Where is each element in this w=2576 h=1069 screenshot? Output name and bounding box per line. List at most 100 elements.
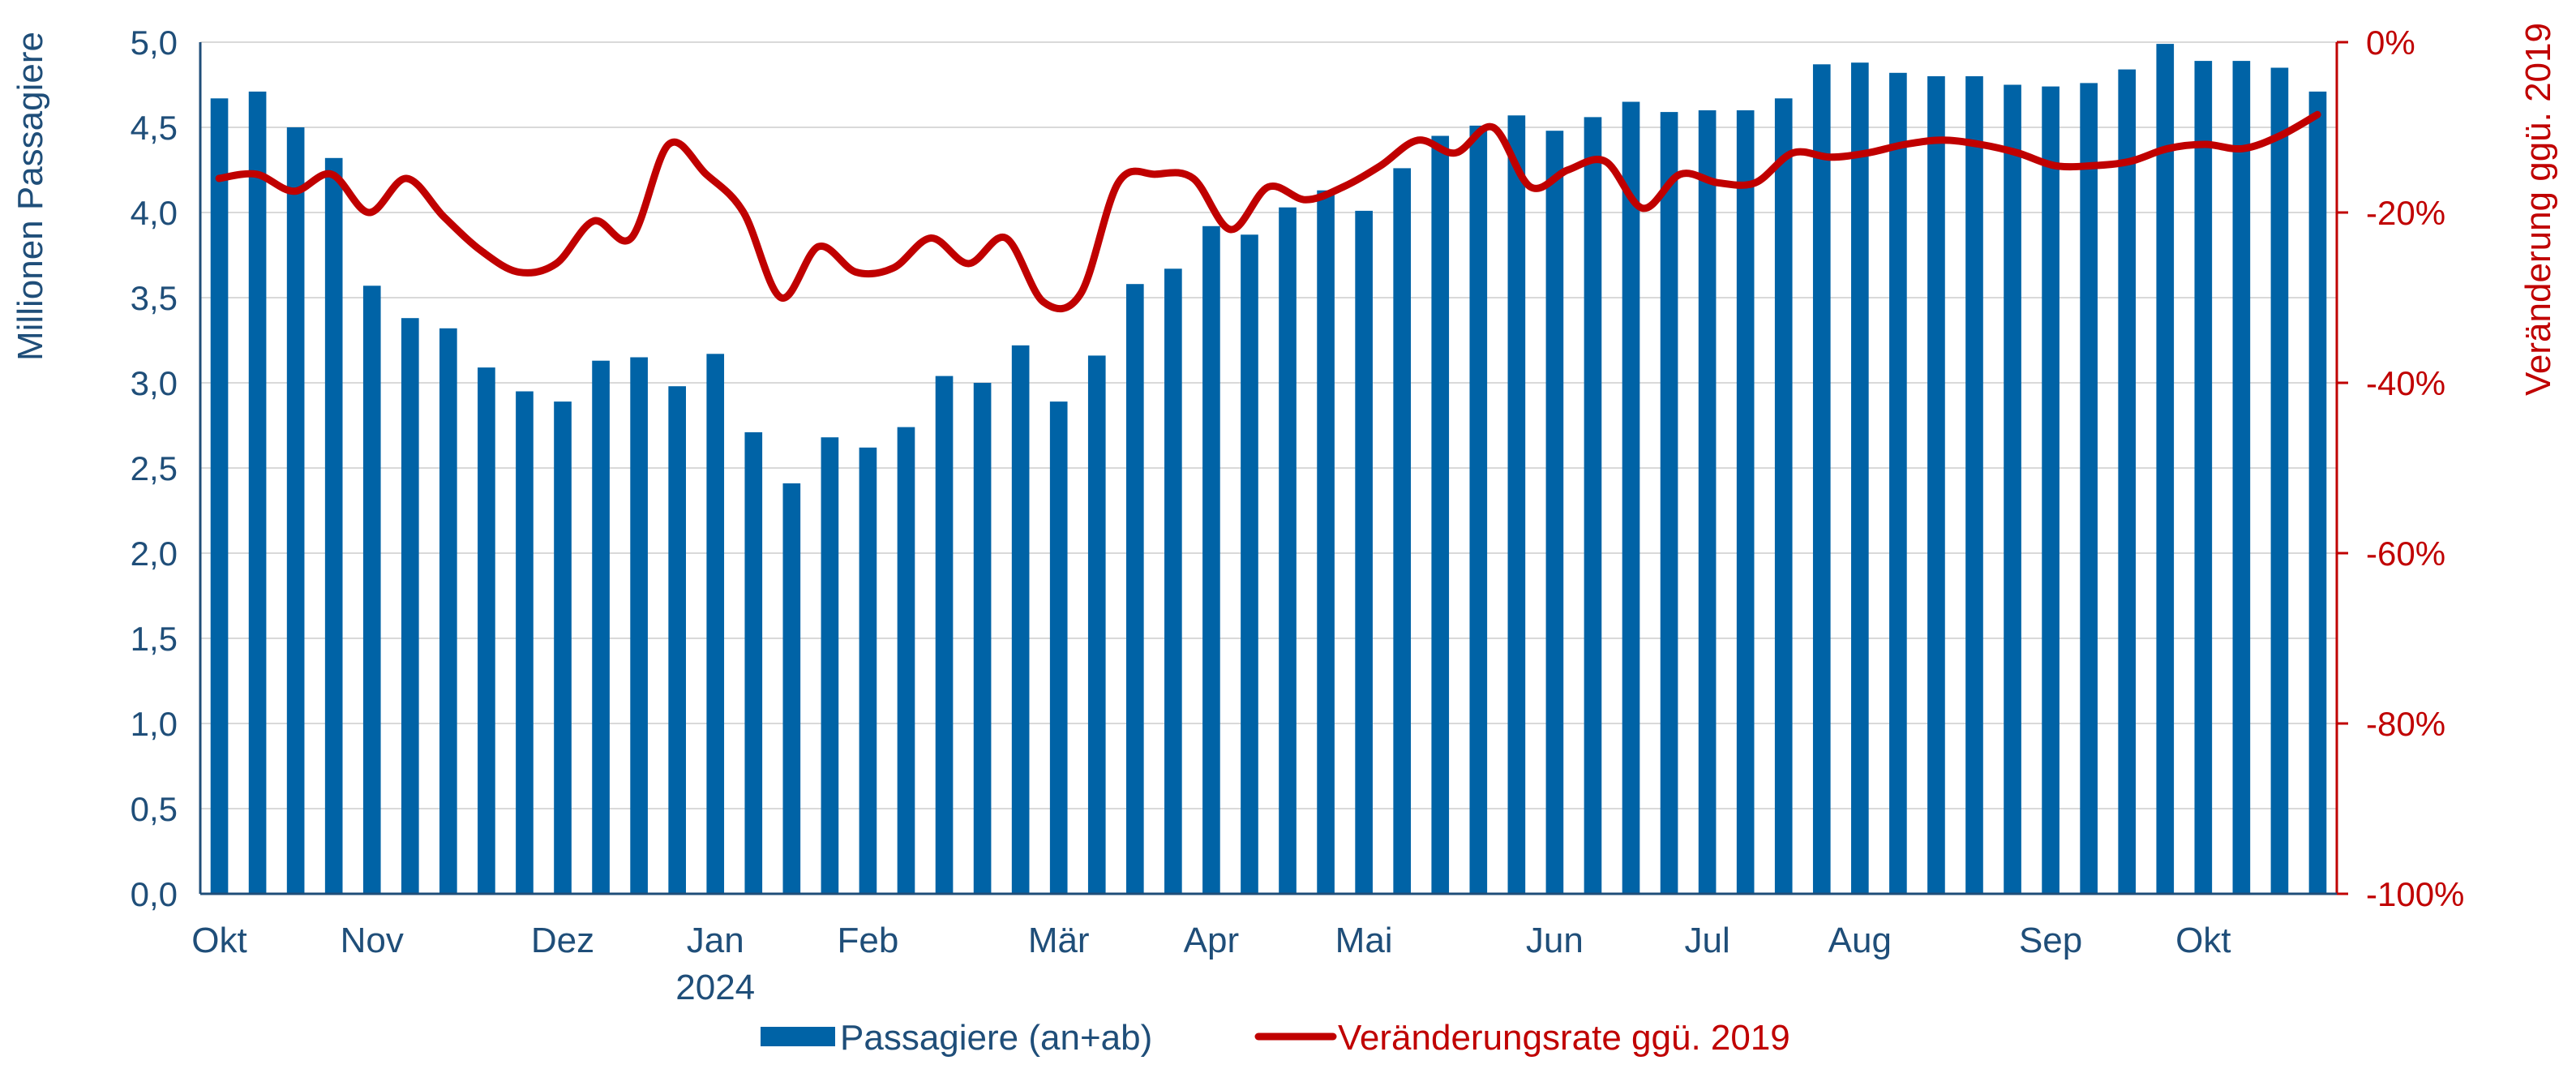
bar [1545,131,1564,894]
x-tick-label: Apr [1184,921,1239,960]
bar [210,98,229,895]
bar [286,127,305,894]
bar [1279,207,1297,894]
legend-label-bars: Passagiere (an+ab) [840,1018,1152,1058]
bar [973,383,992,894]
x-axis-labels: Okt Nov Dez Jan 2024 Feb Mär Apr Mai Jun Jul Aug Sep… [191,921,2231,1007]
bar [2308,91,2327,894]
bar [1125,284,1144,894]
x-tick-label: Dez [531,921,594,960]
left-tick-label: 1,5 [131,620,178,658]
x-tick-label: Jan [687,921,744,960]
x-tick-label: Feb [838,921,899,960]
left-tick-label: 0,5 [131,790,178,828]
x-tick-label: Mai [1335,921,1393,960]
right-tick-label: -60% [2366,534,2445,573]
bar [1774,98,1793,895]
bar [1317,190,1335,894]
bar [516,391,534,894]
bar [592,360,610,894]
x-tick-label: Sep [2019,921,2082,960]
bar [324,157,343,895]
bar [1164,268,1182,894]
bar [935,376,954,895]
bar [401,318,419,894]
bar [1889,72,1907,895]
left-axis-title: Millionen Passagiere [11,32,50,361]
x-tick-label: Nov [341,921,404,960]
bar [744,431,763,894]
left-tick-label: 4,5 [131,109,178,147]
left-tick-label: 2,0 [131,534,178,573]
x-tick-sublabel: 2024 [675,968,755,1007]
bar [2232,61,2251,895]
bar [1965,76,1983,894]
left-tick-label: 2,5 [131,449,178,487]
bar [439,328,457,894]
right-tick-label: -100% [2366,875,2464,913]
bar [1355,210,1373,894]
bar [1087,355,1106,894]
right-tick-label: 0% [2366,24,2415,62]
x-tick-label: Okt [2175,921,2231,960]
bar [1241,234,1258,894]
x-tick-label: Aug [1828,921,1892,960]
x-tick-label: Okt [191,921,246,960]
bar [2004,84,2021,894]
bar [2270,67,2289,894]
bar [2194,61,2213,895]
right-tick-label: -20% [2366,194,2445,232]
bar [1584,117,1602,894]
bar [821,437,839,894]
bar [1851,62,1869,895]
left-tick-label: 1,0 [131,705,178,743]
legend-swatch-bars [761,1027,835,1046]
left-tick-label: 3,5 [131,279,178,317]
bar [1812,64,1831,895]
bar-series-passagiere [210,44,2327,895]
bar [248,91,267,894]
bar [1927,76,1945,894]
bar [1049,401,1068,895]
left-tick-label: 4,0 [131,194,178,232]
right-axis-ticks: -100% -80% -60% -40% -20% 0% [2366,24,2464,913]
bar [554,401,572,895]
left-tick-label: 5,0 [131,24,178,62]
bar [2156,44,2175,895]
bar [1622,101,1640,894]
bar [2118,69,2137,895]
bar [362,285,381,894]
bar [1698,110,1717,894]
legend: Passagiere (an+ab) Veränderungsrate ggü.… [761,1018,1790,1058]
x-tick-label: Jun [1526,921,1584,960]
bar [668,386,686,894]
bar [1660,112,1678,895]
left-axis-ticks: 0,0 0,5 1,0 1,5 2,0 2,5 3,0 3,5 4,0 4,5 5,0 [131,24,178,913]
bar [1202,225,1220,894]
line-series-veraenderungsrate [215,110,2321,312]
right-tick-label: -40% [2366,364,2445,402]
right-tick-label: -80% [2366,705,2445,743]
x-tick-label: Mär [1028,921,1090,960]
bar [1469,125,1488,894]
bar [1393,168,1412,894]
x-tick-label: Jul [1684,921,1729,960]
legend-label-line: Veränderungsrate ggü. 2019 [1338,1018,1790,1058]
bar [1431,135,1450,894]
bar [859,447,877,894]
bar [1011,345,1030,894]
bar [1507,115,1526,895]
bar [706,354,725,894]
bar [2042,86,2060,895]
right-axis-title: Veränderung ggü. 2019 [2518,23,2558,396]
bar [1736,110,1755,894]
bar [782,483,801,894]
bar [478,367,495,895]
bar [2080,83,2098,894]
bar [630,357,648,894]
bar [897,427,915,894]
left-tick-label: 0,0 [131,875,178,913]
left-tick-label: 3,0 [131,364,178,402]
axes [199,41,2348,895]
